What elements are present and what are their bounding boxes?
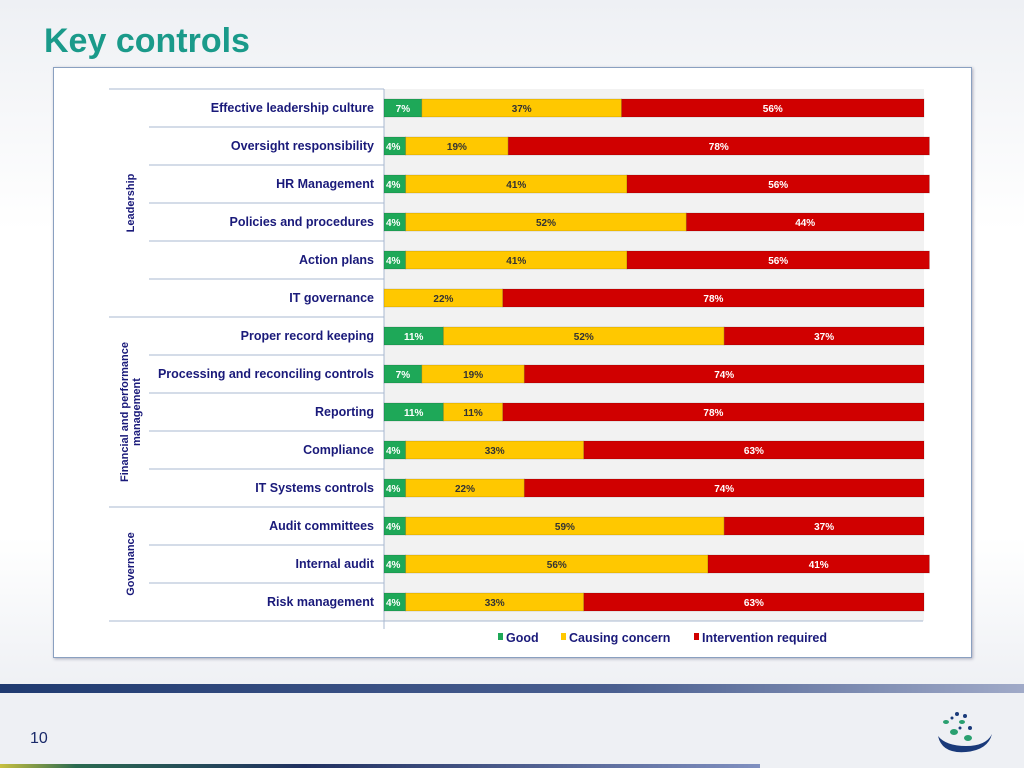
category-label: Effective leadership culture <box>211 101 374 115</box>
bar-intervention-required <box>502 402 925 422</box>
category-label: Risk management <box>267 595 375 609</box>
bar-intervention-required <box>507 136 930 156</box>
data-label: 59% <box>555 522 575 533</box>
group-label: Leadership <box>125 173 137 232</box>
data-label: 56% <box>547 560 567 571</box>
category-label: IT Systems controls <box>255 481 374 495</box>
data-label: 4% <box>386 522 401 533</box>
data-label: 74% <box>714 370 734 381</box>
group-label: Governance <box>125 532 137 596</box>
legend-label: Good <box>506 631 539 645</box>
footer-band <box>0 684 1024 693</box>
data-label: 63% <box>744 446 764 457</box>
data-label: 74% <box>714 484 734 495</box>
group-label: Financial and performance <box>119 342 131 482</box>
category-label: Action plans <box>299 253 374 267</box>
data-label: 7% <box>396 104 411 115</box>
data-label: 78% <box>709 142 729 153</box>
data-label: 4% <box>386 142 401 153</box>
bar-intervention-required <box>626 250 930 270</box>
category-label: IT governance <box>289 291 374 305</box>
data-label: 44% <box>795 218 815 229</box>
bar-intervention-required <box>723 326 925 346</box>
stacked-bar-chart: Leadership Financial and performance manag… <box>109 88 930 645</box>
data-label: 19% <box>447 142 467 153</box>
data-label: 4% <box>386 446 401 457</box>
data-label: 56% <box>768 256 788 267</box>
page-number: 10 <box>30 730 48 747</box>
data-label: 56% <box>763 104 783 115</box>
data-label: 33% <box>485 598 505 609</box>
bar-intervention-required <box>502 288 925 308</box>
category-label: Processing and reconciling controls <box>158 367 374 381</box>
data-label: 37% <box>814 332 834 343</box>
chart-panel: Leadership Financial and performance manag… <box>53 67 972 658</box>
legend-swatch <box>694 633 699 640</box>
bar-intervention-required <box>583 592 925 612</box>
data-label: 78% <box>703 408 723 419</box>
category-label: HR Management <box>276 177 375 191</box>
data-label: 4% <box>386 180 401 191</box>
data-label: 22% <box>455 484 475 495</box>
legend-swatch <box>498 633 503 640</box>
data-label: 78% <box>703 294 723 305</box>
legend-label: Causing concern <box>569 631 670 645</box>
bar-intervention-required <box>626 174 930 194</box>
category-label: Proper record keeping <box>241 329 374 343</box>
category-label: Audit committees <box>269 519 374 533</box>
data-label: 4% <box>386 560 401 571</box>
plot-area <box>384 89 924 621</box>
data-label: 11% <box>404 408 424 419</box>
group-label: management <box>131 378 143 446</box>
data-label: 22% <box>433 294 453 305</box>
data-label: 52% <box>574 332 594 343</box>
bar-intervention-required <box>583 440 925 460</box>
bar-causing-concern <box>442 326 725 346</box>
category-label: Policies and procedures <box>230 215 375 229</box>
data-label: 4% <box>386 256 401 267</box>
legend-label: Intervention required <box>702 631 827 645</box>
data-label: 4% <box>386 484 401 495</box>
data-label: 33% <box>485 446 505 457</box>
data-label: 56% <box>768 180 788 191</box>
data-label: 4% <box>386 218 401 229</box>
data-label: 41% <box>506 180 526 191</box>
data-label: 41% <box>809 560 829 571</box>
data-label: 52% <box>536 218 556 229</box>
legend-swatch <box>561 633 566 640</box>
data-label: 7% <box>396 370 411 381</box>
data-label: 41% <box>506 256 526 267</box>
bar-intervention-required <box>523 364 925 384</box>
bar-intervention-required <box>685 212 925 232</box>
data-label: 19% <box>463 370 483 381</box>
data-label: 4% <box>386 598 401 609</box>
category-label: Oversight responsibility <box>231 139 374 153</box>
bar-intervention-required <box>523 478 925 498</box>
slide-title: Key controls <box>44 22 250 60</box>
bar-intervention-required <box>621 98 925 118</box>
footer-line <box>0 764 760 768</box>
category-label: Reporting <box>315 405 374 419</box>
bar-intervention-required <box>707 554 930 574</box>
logo-icon <box>938 712 992 753</box>
data-label: 37% <box>814 522 834 533</box>
data-label: 63% <box>744 598 764 609</box>
data-label: 37% <box>512 104 532 115</box>
data-label: 11% <box>463 408 483 419</box>
bar-intervention-required <box>723 516 925 536</box>
category-label: Internal audit <box>296 557 375 571</box>
data-label: 11% <box>404 332 424 343</box>
category-label: Compliance <box>303 443 374 457</box>
